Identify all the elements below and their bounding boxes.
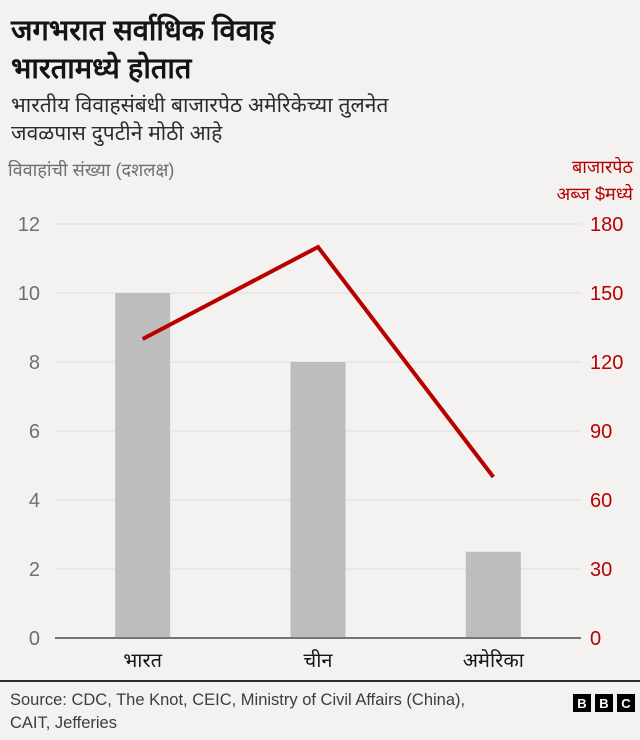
bbc-logo-letter: B — [595, 694, 613, 712]
left-axis-tick: 12 — [18, 214, 40, 236]
right-axis-tick: 120 — [590, 352, 623, 374]
right-axis-tick: 60 — [590, 490, 612, 512]
left-axis-title: विवाहांची संख्या (दशलक्ष) — [8, 160, 175, 180]
left-axis-tick: 2 — [29, 559, 40, 581]
x-axis-label: भारत — [123, 650, 162, 672]
source-text: Source: CDC, The Knot, CEIC, Ministry of… — [10, 689, 465, 735]
left-axis-tick: 10 — [18, 283, 40, 305]
bar-अमेरिका — [465, 551, 521, 638]
left-axis-tick: 0 — [29, 628, 40, 650]
source-line-1: Source: CDC, The Knot, CEIC, Ministry of… — [10, 691, 466, 709]
page-title: जगभरात सर्वाधिक विवाह भारतामध्ये होतात — [11, 12, 275, 88]
x-axis-label: चीन — [304, 649, 334, 672]
right-axis-tick: 90 — [590, 421, 612, 443]
left-axis-tick: 6 — [29, 421, 40, 443]
page-subtitle: भारतीय विवाहसंबंधी बाजारपेठ अमेरिकेच्या … — [11, 92, 388, 148]
right-axis-title: बाजारपेठ अब्ज $मध्ये — [556, 154, 633, 208]
source-line-2: CAIT, Jefferies — [10, 714, 117, 732]
right-axis-title-line-1: बाजारपेठ — [571, 157, 633, 177]
left-axis-tick: 8 — [29, 352, 40, 374]
right-axis-tick: 180 — [590, 214, 623, 236]
subtitle-line-1: भारतीय विवाहसंबंधी बाजारपेठ अमेरिकेच्या … — [11, 94, 389, 117]
left-axis-tick: 4 — [29, 490, 40, 512]
right-axis-tick: 30 — [590, 559, 612, 581]
right-axis-title-line-2: अब्ज $मध्ये — [556, 184, 633, 204]
bbc-logo-letter: C — [617, 694, 635, 712]
subtitle-line-2: जवळपास दुपटीने मोठी आहे — [11, 122, 223, 145]
x-axis-label: अमेरिका — [463, 649, 525, 672]
right-axis-tick: 150 — [590, 283, 623, 305]
bar-चीन — [290, 362, 346, 638]
footer-divider — [0, 680, 640, 682]
bbc-logo-letter: B — [573, 694, 591, 712]
right-axis-tick: 0 — [590, 628, 601, 650]
title-line-2: भारतामध्ये होतात — [11, 53, 192, 85]
market-size-line — [141, 244, 495, 479]
bbc-logo: B B C — [573, 694, 635, 712]
title-line-1: जगभरात सर्वाधिक विवाह — [11, 15, 275, 47]
bar-भारत — [115, 293, 171, 638]
